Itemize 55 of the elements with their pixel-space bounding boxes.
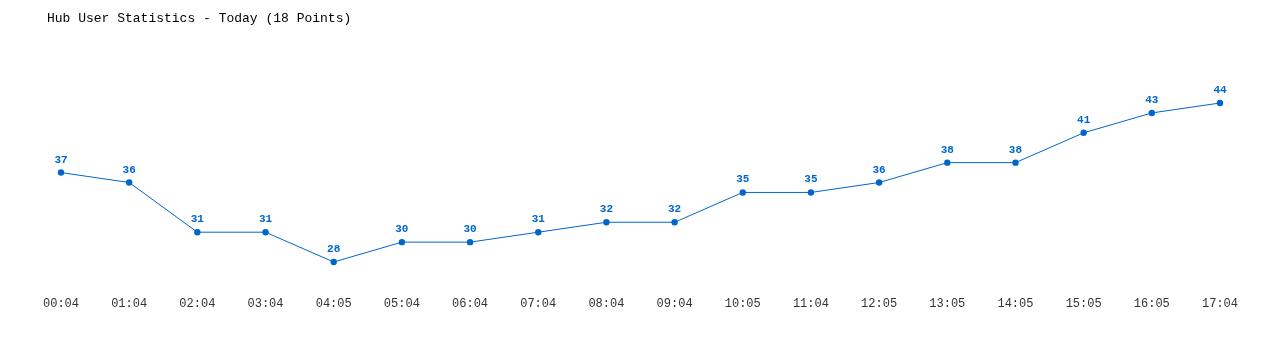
data-label: 30 xyxy=(395,223,409,236)
point xyxy=(125,179,133,186)
point xyxy=(1148,109,1156,117)
point xyxy=(466,238,474,246)
data-label: 41 xyxy=(1077,113,1091,126)
data-label: 32 xyxy=(599,203,614,216)
point xyxy=(944,159,951,166)
x-tick-label: 06:04 xyxy=(452,297,489,311)
data-label: 35 xyxy=(736,173,750,186)
x-tick-label: 04:05 xyxy=(315,297,352,311)
x-tick-label: 05:04 xyxy=(383,297,420,311)
point xyxy=(1012,159,1019,166)
x-tick-label: 01:04 xyxy=(111,297,148,311)
data-label: 32 xyxy=(667,203,682,216)
x-tick-label: 00:04 xyxy=(42,297,80,311)
point xyxy=(535,228,542,236)
point xyxy=(57,169,65,176)
x-tick-label: 09:04 xyxy=(656,297,693,311)
point xyxy=(1080,129,1087,137)
data-label: 31 xyxy=(190,213,205,226)
x-tick-label: 12:05 xyxy=(861,297,898,311)
point xyxy=(194,228,201,236)
data-label: 36 xyxy=(122,163,136,176)
data-label: 35 xyxy=(804,173,818,186)
point xyxy=(330,258,337,266)
data-label: 31 xyxy=(258,213,273,226)
point xyxy=(262,228,269,236)
x-tick-label: 15:05 xyxy=(1065,297,1102,311)
point xyxy=(398,238,406,246)
data-label: 38 xyxy=(940,143,955,156)
data-label: 43 xyxy=(1145,93,1159,106)
point xyxy=(1216,99,1224,107)
point xyxy=(875,179,883,186)
data-label: 44 xyxy=(1213,84,1227,96)
data-label: 38 xyxy=(1008,143,1023,156)
x-tick-label: 03:04 xyxy=(247,297,284,311)
data-label: 37 xyxy=(54,153,68,166)
x-tick-label: 02:04 xyxy=(179,297,216,311)
x-tick-label: 08:04 xyxy=(588,297,625,311)
x-tick-label: 17:04 xyxy=(1201,297,1239,311)
data-label: 31 xyxy=(531,213,546,226)
x-tick-label: 14:05 xyxy=(997,297,1034,311)
data-label: 28 xyxy=(327,243,341,255)
point xyxy=(807,189,815,196)
data-label: 36 xyxy=(872,163,886,176)
x-tick-label: 13:05 xyxy=(929,297,966,311)
point xyxy=(739,189,746,196)
chart-title: Hub User Statistics - Today (18 Points) xyxy=(47,11,352,26)
x-tick-label: 11:04 xyxy=(792,297,829,311)
x-tick-label: 10:05 xyxy=(724,297,761,311)
x-tick-label: 16:05 xyxy=(1133,297,1170,311)
point xyxy=(603,219,610,226)
point xyxy=(671,219,678,226)
x-tick-label: 07:04 xyxy=(520,297,557,311)
data-label: 30 xyxy=(463,223,477,236)
